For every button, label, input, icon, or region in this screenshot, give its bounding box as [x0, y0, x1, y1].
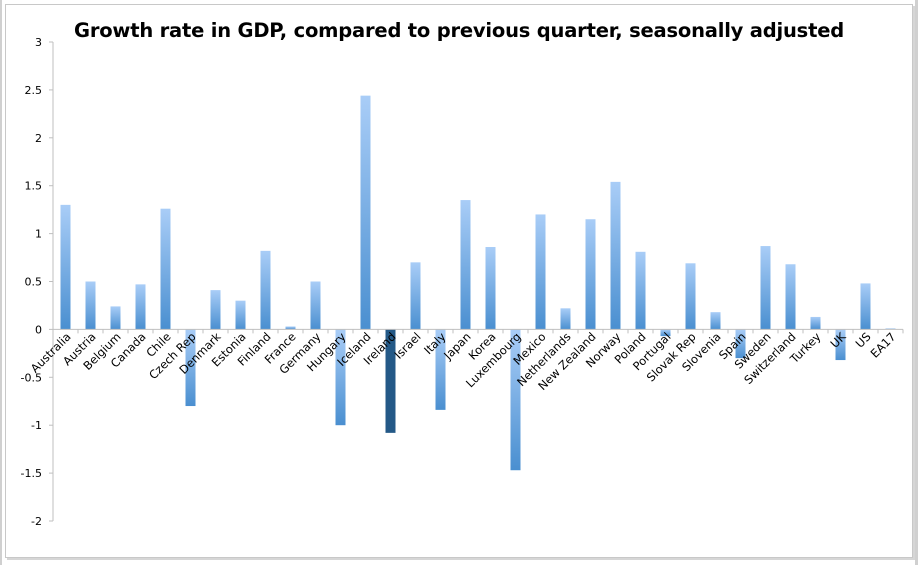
y-tick-label: 1: [35, 228, 42, 241]
bar-poland: [635, 251, 646, 330]
bar-mexico: [535, 214, 546, 330]
bar-canada: [135, 284, 146, 330]
bar-us: [860, 283, 871, 330]
y-tick-label: 2: [35, 132, 42, 145]
y-tick-label: 2.5: [25, 84, 43, 97]
bar-sweden: [760, 246, 771, 330]
y-tick-label: 3: [35, 36, 42, 49]
bar-spain: [735, 329, 746, 359]
bar-france: [285, 326, 296, 330]
bar-denmark: [210, 290, 221, 330]
bar-israel: [410, 262, 421, 330]
bar-italy: [435, 329, 446, 410]
bar-finland: [260, 250, 271, 330]
window-edge-left: [0, 0, 2, 565]
x-tick-labels: AustraliaAustriaBelgiumCanadaChileCzech …: [28, 329, 899, 393]
bar-portugal: [660, 329, 671, 337]
bar-slovenia: [710, 312, 721, 330]
bar-switzerland: [785, 264, 796, 330]
x-tick-label: Israel: [391, 330, 423, 362]
window-edge-right: [915, 0, 918, 565]
bar-slovak-rep: [685, 263, 696, 330]
bar-belgium: [110, 306, 121, 330]
y-tick-label: 1.5: [25, 180, 43, 193]
bar-czech-rep: [185, 329, 196, 407]
bar-new-zealand: [585, 219, 596, 330]
y-tick-label: -2: [31, 515, 42, 528]
x-tick-label: UK: [827, 329, 849, 351]
bar-hungary: [335, 329, 346, 426]
y-tick-label: 0.5: [25, 276, 43, 289]
bar-ireland: [385, 329, 396, 433]
bar-germany: [310, 281, 321, 330]
bar-chile: [160, 208, 171, 330]
bar-uk: [835, 329, 846, 361]
bar-netherlands: [560, 308, 571, 330]
y-tick-label: -1: [31, 419, 42, 432]
y-tick-label: -1.5: [21, 467, 42, 480]
bar-iceland: [360, 95, 371, 330]
bars: [60, 95, 896, 471]
x-tick-label: EA17: [868, 330, 899, 361]
y-tick-label: 0: [35, 323, 42, 336]
y-tick-label: -0.5: [21, 371, 42, 384]
bar-austria: [85, 281, 96, 330]
bar-australia: [60, 204, 71, 330]
chart-title: Growth rate in GDP, compared to previous…: [74, 19, 844, 42]
x-axis: [52, 328, 904, 334]
bar-turkey: [810, 316, 821, 330]
bar-korea: [485, 247, 496, 330]
bar-luxembourg: [510, 329, 521, 471]
y-axis: 3 2.5 2 1.5 1 0.5 0 -0.5 -1 -1.5 -2: [21, 36, 54, 528]
bar-japan: [460, 200, 471, 330]
bar-norway: [610, 181, 621, 330]
bar-estonia: [235, 300, 246, 330]
